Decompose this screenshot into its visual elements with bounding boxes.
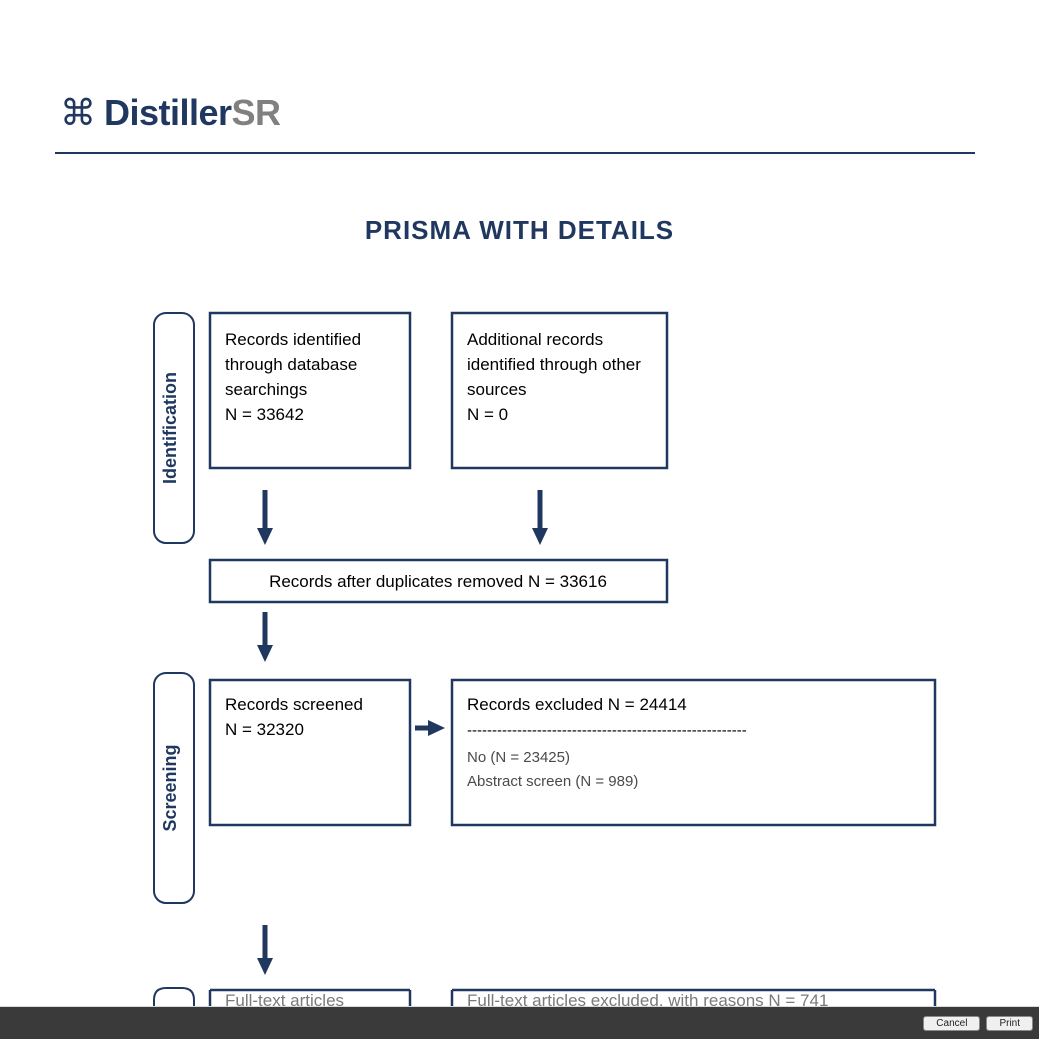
box-screened: Records screened N = 32320 [210, 680, 410, 825]
db-search-line4: N = 33642 [225, 405, 304, 424]
arrow-dupes-to-screened [257, 612, 273, 662]
other-sources-line3: sources [467, 380, 527, 399]
cancel-button[interactable]: Cancel [923, 1016, 980, 1031]
excluded-row1: No (N = 23425) [467, 749, 570, 766]
other-sources-line2: identified through other [467, 355, 641, 374]
excluded-sep: ----------------------------------------… [467, 722, 747, 739]
box-after-dupes: Records after duplicates removed N = 336… [210, 560, 667, 602]
other-sources-line1: Additional records [467, 330, 603, 349]
box-other-sources: Additional records identified through ot… [452, 313, 667, 468]
arrow-other-to-dupes [532, 490, 548, 545]
after-dupes-text: Records after duplicates removed N = 336… [269, 572, 607, 591]
stage-identification-label: Identification [160, 372, 180, 484]
arrow-screened-to-fulltext [257, 925, 273, 975]
box-excluded: Records excluded N = 24414 -------------… [452, 680, 935, 825]
stage-identification: Identification [154, 313, 194, 543]
excluded-title: Records excluded N = 24414 [467, 695, 687, 714]
page: ⌘ DistillerSR PRISMA WITH DETAILS Identi… [0, 0, 1039, 1039]
arrow-db-to-dupes [257, 490, 273, 545]
excluded-row2: Abstract screen (N = 989) [467, 773, 638, 790]
screened-line2: N = 32320 [225, 720, 304, 739]
db-search-line2: through database [225, 355, 357, 374]
print-toolbar: Cancel Print [0, 1007, 1039, 1039]
db-search-line1: Records identified [225, 330, 361, 349]
arrow-screened-to-excluded [415, 720, 445, 736]
stage-screening-label: Screening [160, 744, 180, 831]
stage-partial [154, 988, 194, 1007]
stage-screening: Screening [154, 673, 194, 903]
screened-line1: Records screened [225, 695, 363, 714]
db-search-line3: searchings [225, 380, 307, 399]
other-sources-line4: N = 0 [467, 405, 508, 424]
print-button[interactable]: Print [986, 1016, 1033, 1031]
box-db-search: Records identified through database sear… [210, 313, 410, 468]
prisma-diagram: Identification Screening Records identif… [0, 0, 1039, 1039]
